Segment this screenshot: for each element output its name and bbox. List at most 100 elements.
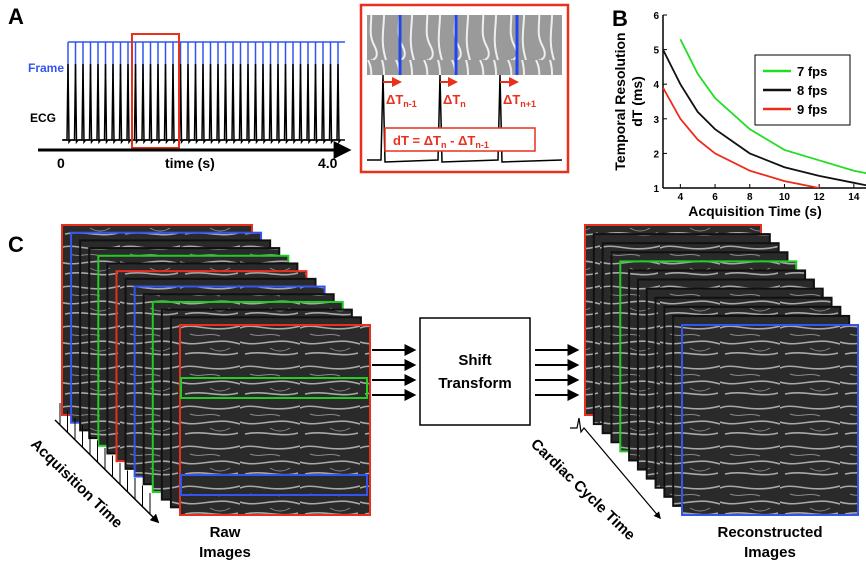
ecg-beat [295,63,304,145]
panel-letter: A [8,4,24,29]
ecg-beat [235,63,244,145]
ecg-beat [220,63,229,145]
roi [180,377,368,399]
y-tick-label: 1 [653,184,659,195]
legend-label: 9 fps [797,102,827,117]
y-tick-label: 6 [653,11,659,22]
ecg-beat [123,63,132,145]
acq-axis [54,419,160,524]
eq-mid: - ΔT [446,133,475,148]
y-label: dT (ms) [629,76,645,127]
ecg-beat [168,63,177,145]
legend-label: 8 fps [797,83,827,98]
ecg-beat [243,63,252,145]
series-line [679,38,866,175]
transform-label: Transform [438,375,511,392]
y-label: Temporal Resolution [612,32,628,170]
image-strip [367,15,562,75]
ecg-beat [273,63,282,145]
highlight [131,33,180,149]
x-label: Acquisition Time (s) [688,203,822,219]
ecg-beat [280,63,289,145]
ecg-beat [160,63,169,145]
y-tick-label: 2 [653,149,659,160]
x-tick-label: 12 [814,192,826,203]
x-tick-label: 8 [747,192,753,203]
ecg-beat [205,63,214,145]
ecg-beat [198,63,207,145]
raw-label: Images [199,544,251,561]
x-tick-label: 6 [712,192,718,203]
interval-sub: n-1 [403,99,417,109]
ecg-inset [367,74,563,163]
x-tick-label: 4 [678,192,684,203]
ecg-beat [93,63,102,145]
eq-sub: n [441,140,447,150]
y-tick-label: 3 [653,115,659,126]
image-frame [179,324,371,516]
interval-base: ΔT [443,92,460,107]
interval-label: ΔTn-1 [386,92,417,109]
axis-end: 4.0 [318,155,338,171]
panel-letter: C [8,232,24,257]
recon-label: Reconstructed [717,524,822,541]
roi [180,474,368,496]
eq-sub: n-1 [475,140,489,150]
ecg-beat [115,63,124,145]
axis-start: 0 [57,155,65,171]
ecg-beat [70,63,79,145]
legend-box [754,54,851,126]
frame-label: Frame [28,61,64,75]
recon-label: Images [744,544,796,561]
ecg-beat [138,63,147,145]
ecg-beat [318,63,327,145]
ecg-beat [258,63,267,145]
panel-letter: B [612,6,628,31]
interval-sub: n+1 [520,99,536,109]
cardiac-axis [570,417,661,520]
ecg-beat [63,63,72,145]
interval-sub: n [460,99,466,109]
x-tick-label: 10 [779,192,791,203]
raw-label: Raw [210,524,241,541]
equation: dT = ΔTn - ΔTn-1 [393,133,489,150]
ecg-beat [85,63,94,145]
ecg-beat [100,63,109,145]
ecg-label: ECG [30,111,56,125]
ecg-beat [288,63,297,145]
ecg-beat [303,63,312,145]
y-tick-label: 4 [653,80,659,91]
image-frame [681,324,859,516]
ecg-beat [213,63,222,145]
ecg-beat [108,63,117,145]
ecg-beat [250,63,259,145]
legend-label: 7 fps [797,64,827,79]
eq-lhs: dT = ΔT [393,133,441,148]
interval-label: ΔTn [443,92,466,109]
series-line [663,49,866,187]
axis-label: time (s) [165,155,215,171]
ecg-beat [183,63,192,145]
trace-group [62,41,345,145]
ecg-beat [153,63,162,145]
transform-label: Shift [458,352,491,369]
y-tick-label: 5 [653,46,659,57]
ecg-beat [265,63,274,145]
interval-base: ΔT [503,92,520,107]
equation-box [384,127,536,152]
ecg-beat [78,63,87,145]
inset-group: ΔTn-1 ΔTn ΔTn+1 [367,15,563,163]
ecg-beat [310,63,319,145]
ecg-beat [325,63,334,145]
ecg-beat [145,63,154,145]
ecg-beat [190,63,199,145]
ecg-beat [333,63,342,145]
x-tick-label: 14 [848,192,860,203]
series-line [663,87,820,188]
stacks [54,224,859,524]
transform-box [419,317,531,426]
ecg-beat [228,63,237,145]
interval-base: ΔT [386,92,403,107]
